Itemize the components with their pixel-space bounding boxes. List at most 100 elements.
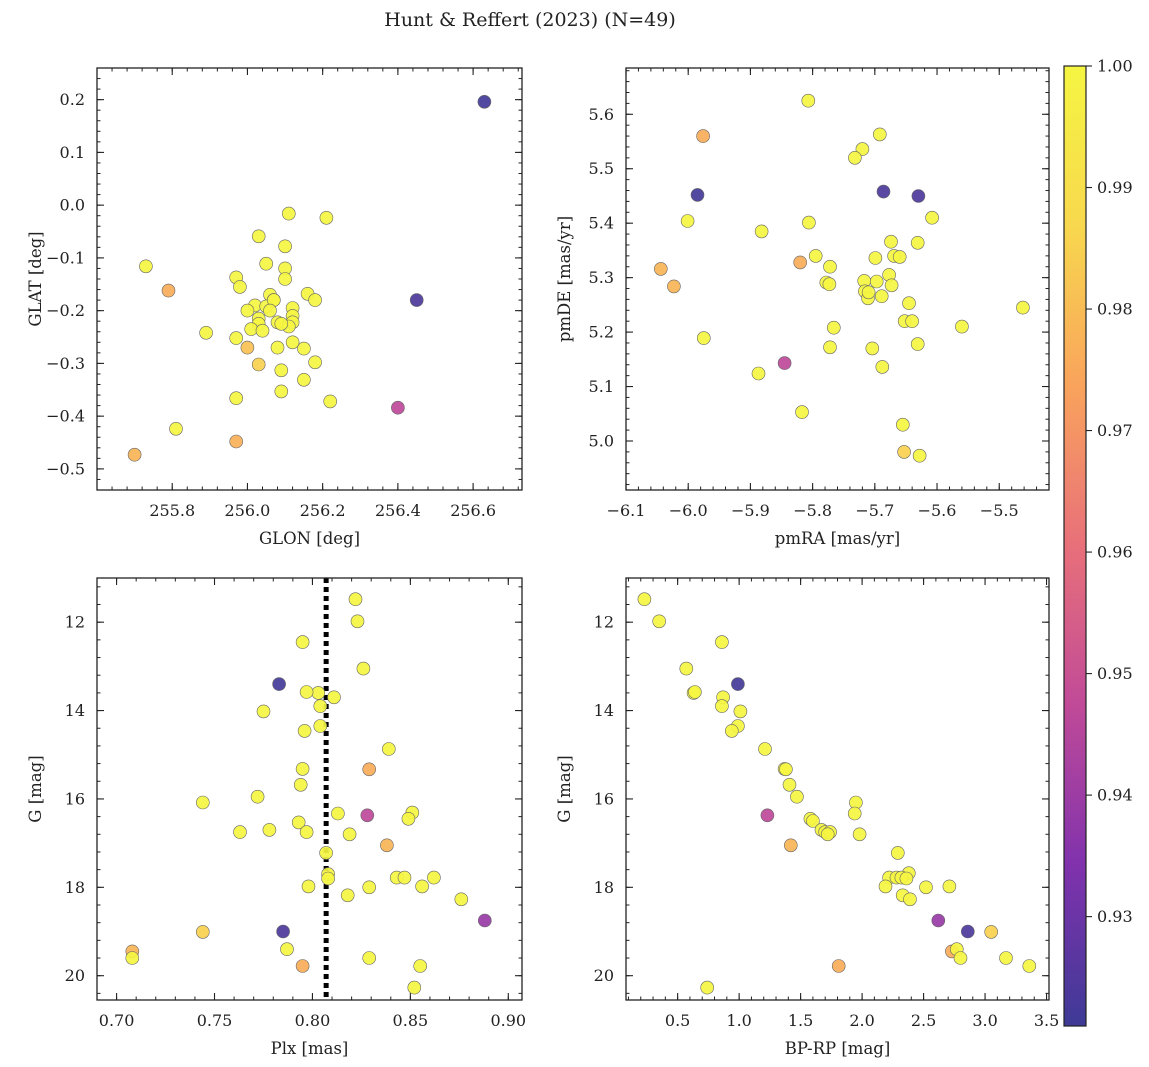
scatter-point	[795, 405, 809, 419]
scatter-point	[782, 777, 797, 792]
colorbar-tick-label: 0.97	[1097, 421, 1133, 440]
scatter-point	[285, 335, 300, 350]
scatter-point	[715, 699, 729, 713]
axes-frame	[625, 67, 1050, 491]
scatter-point	[127, 447, 142, 462]
scatter-point	[274, 316, 289, 331]
scatter-point	[299, 685, 314, 699]
scatter-point	[278, 239, 292, 254]
scatter-point	[274, 384, 289, 399]
scatter-point	[313, 719, 328, 733]
x-tick-label: 0.70	[99, 1011, 135, 1030]
scatter-point	[240, 340, 255, 355]
scatter-point	[356, 661, 371, 676]
scatter-point	[321, 871, 335, 886]
x-tick-label: 1.5	[788, 1011, 813, 1030]
scatter-point	[955, 319, 969, 334]
y-tick-label: 20	[594, 966, 614, 985]
colorbar-gradient	[1063, 65, 1087, 1027]
scatter-point	[299, 825, 314, 839]
scatter-point	[777, 356, 792, 370]
y-tick-label: −0.4	[46, 407, 85, 426]
x-tick-label: 0.75	[197, 1011, 233, 1030]
scatter-point	[272, 677, 286, 691]
y-tick-label: 16	[65, 789, 85, 808]
scatter-point	[680, 214, 695, 228]
scatter-point	[895, 417, 910, 432]
y-tick-label: 5.6	[589, 105, 614, 124]
scatter-point	[360, 808, 375, 823]
x-tick-label: 3.0	[972, 1011, 997, 1030]
scatter-point	[276, 924, 290, 939]
scatter-panel-2: −6.1 −6.0 −5.9 −5.8 −5.7 −5.6 −5.5 5.0 5.1 5.2 5.3…	[555, 67, 1050, 548]
scatter-point	[826, 320, 841, 335]
y-tick-label: 0.0	[60, 196, 85, 215]
scatter-point	[953, 951, 968, 965]
scatter-point	[362, 951, 377, 965]
x-axis-label: BP-RP [mag]	[785, 1039, 891, 1058]
scatter-point	[454, 892, 469, 907]
scatter-point	[847, 806, 862, 821]
x-tick-label: −5.7	[855, 501, 894, 520]
scatter-point	[884, 234, 898, 249]
scatter-point	[869, 274, 884, 289]
scatter-point	[477, 95, 492, 109]
scatter-point	[855, 142, 870, 156]
minor-ticks	[625, 68, 1050, 490]
scatter-point	[196, 795, 210, 810]
scatter-point	[679, 661, 694, 676]
scatter-point	[362, 762, 377, 777]
y-tick-label: 5.4	[589, 214, 614, 233]
scatter-point	[251, 229, 266, 244]
scatter-point	[911, 189, 926, 203]
scatter-point	[125, 951, 140, 965]
scatter-point	[912, 448, 927, 463]
scatter-point	[270, 340, 285, 355]
minor-ticks	[626, 578, 1049, 1000]
scatter-point	[161, 283, 176, 298]
x-tick-label: 256.2	[300, 501, 346, 520]
y-tick-label: 12	[65, 613, 85, 632]
y-tick-label: 0.1	[60, 143, 85, 162]
scatter-point	[331, 806, 345, 821]
scatter-point	[262, 823, 277, 837]
scatter-point	[295, 762, 310, 776]
scatter-point	[319, 211, 334, 225]
y-tick-label: 18	[594, 878, 614, 897]
scatter-point	[274, 363, 289, 378]
scatter-point	[758, 742, 772, 756]
scatter-point	[256, 704, 271, 719]
scatter-point	[308, 293, 322, 307]
x-tick-label: −5.5	[980, 501, 1019, 520]
scatter-point	[790, 789, 804, 804]
x-tick-label: 255.8	[149, 501, 195, 520]
scatter-point	[890, 846, 905, 860]
y-tick-label: 16	[594, 789, 614, 808]
x-axis-label: pmRA [mas/yr]	[775, 529, 900, 548]
scatter-point	[724, 724, 739, 738]
scatter-point	[295, 635, 310, 649]
y-tick-label: 18	[65, 878, 85, 897]
x-tick-label: 0.80	[295, 1011, 331, 1030]
scatter-point	[919, 880, 933, 895]
scatter-point	[477, 913, 492, 928]
scatter-point	[291, 815, 306, 830]
scatter-point	[407, 980, 422, 995]
x-tick-label: 2.0	[849, 1011, 874, 1030]
x-tick-label: −5.9	[731, 501, 770, 520]
y-tick-label: 0.2	[60, 90, 85, 109]
scatter-panel-3: 0.70 0.75 0.80 0.85 0.90 12 14 16 18 20 Plx [mas] G…	[26, 577, 526, 1058]
scatter-point	[754, 224, 769, 239]
scatter-point	[865, 341, 880, 356]
scatter-point	[878, 879, 893, 894]
axes-frame	[625, 577, 1050, 1001]
scatter-point	[806, 814, 820, 828]
y-tick-label: −0.5	[46, 459, 85, 478]
colorbar-tick-label: 0.96	[1097, 543, 1133, 562]
scatter-point	[280, 942, 294, 957]
scatter-point	[910, 337, 925, 351]
scatter-point	[652, 614, 667, 629]
scatter-point	[415, 879, 429, 894]
scatter-point	[295, 959, 310, 973]
